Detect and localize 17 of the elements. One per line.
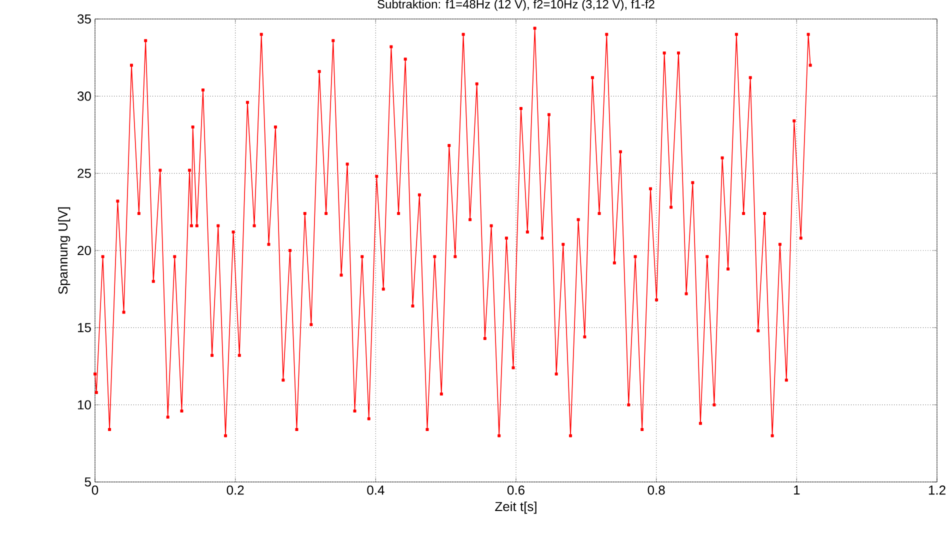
x-tick-label: 0.4 <box>367 486 384 495</box>
x-tick-label: 0.2 <box>226 486 244 495</box>
x-tick-label: 0.8 <box>648 486 665 495</box>
chart-title: Subtraktion: f1=48Hz (12 V), f2=10Hz (3,12 V), f1-f2 <box>378 0 654 11</box>
x-tick-label: 0 <box>92 486 98 495</box>
y-tick-label: 15 <box>78 323 91 332</box>
y-tick-label: 5 <box>84 477 91 487</box>
x-tick-label: 0.6 <box>507 486 524 495</box>
y-tick-label: 30 <box>78 92 91 101</box>
y-axis-title: Spannung U[V] <box>58 207 70 294</box>
y-tick-label: 10 <box>78 400 91 410</box>
x-axis-title: Zeit t[s] <box>495 502 536 514</box>
x-tick-label: 1 <box>794 486 800 494</box>
y-tick-label: 35 <box>78 14 91 24</box>
y-tick-label: 20 <box>78 246 91 256</box>
x-tick-label: 1.2 <box>928 486 946 495</box>
y-tick-label: 25 <box>78 168 91 178</box>
